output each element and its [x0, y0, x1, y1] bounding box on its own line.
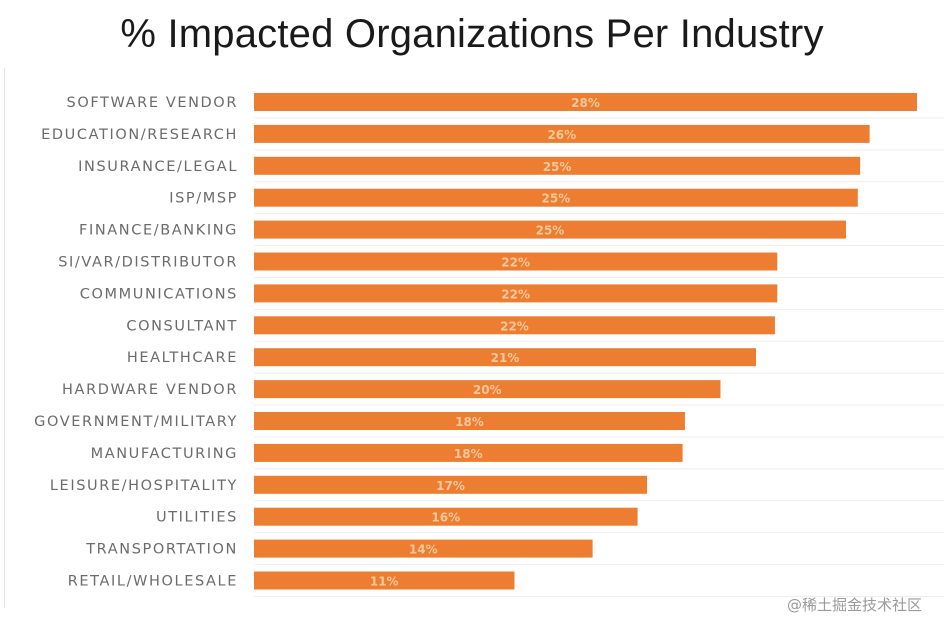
bar — [254, 188, 858, 207]
bar — [254, 348, 756, 367]
category-label: CONSULTANT — [126, 318, 238, 334]
value-label: 17% — [436, 479, 465, 493]
category-label: ISP/MSP — [169, 191, 238, 207]
value-label: 18% — [455, 415, 484, 429]
category-label: GOVERNMENT/MILITARY — [34, 414, 238, 430]
category-label: MANUFACTURING — [91, 446, 238, 462]
value-label: 16% — [431, 511, 460, 525]
value-label: 11% — [370, 575, 399, 589]
bar — [254, 571, 515, 590]
value-label: 25% — [543, 160, 572, 174]
category-label: EDUCATION/RESEARCH — [41, 127, 238, 143]
value-label: 22% — [501, 256, 530, 270]
bar — [254, 443, 683, 462]
category-label: HARDWARE VENDOR — [62, 382, 238, 398]
value-label: 21% — [491, 351, 520, 365]
category-label: SI/VAR/DISTRIBUTOR — [58, 255, 238, 271]
bar — [254, 316, 775, 335]
category-label: INSURANCE/LEGAL — [78, 159, 238, 175]
bar — [254, 412, 685, 430]
value-label: 25% — [542, 192, 571, 206]
category-label: COMMUNICATIONS — [80, 286, 238, 302]
value-label: 22% — [501, 287, 530, 301]
bar — [254, 475, 648, 494]
category-label: RETAIL/WHOLESALE — [68, 574, 238, 590]
chart-title: % Impacted Organizations Per Industry — [120, 12, 824, 56]
category-label: LEISURE/HOSPITALITY — [50, 478, 238, 494]
bar — [254, 284, 778, 303]
bar — [254, 539, 593, 558]
value-label: 18% — [454, 447, 483, 461]
category-label: TRANSPORTATION — [85, 542, 238, 558]
value-label: 28% — [571, 96, 600, 110]
value-label: 14% — [409, 543, 438, 557]
bar — [254, 93, 917, 111]
category-label: SOFTWARE VENDOR — [67, 95, 238, 111]
value-label: 26% — [547, 128, 576, 142]
bar — [254, 507, 638, 526]
category-label: UTILITIES — [156, 510, 238, 526]
watermark: @稀土掘金技术社区 — [786, 596, 922, 614]
value-label: 22% — [500, 319, 529, 333]
bar — [254, 124, 870, 143]
value-label: 25% — [536, 224, 565, 238]
value-label: 20% — [473, 383, 502, 397]
bar — [254, 252, 778, 271]
bar — [254, 220, 846, 239]
category-label: HEALTHCARE — [127, 350, 238, 366]
chart-frame-edge — [4, 68, 5, 608]
category-label: FINANCE/BANKING — [79, 223, 238, 239]
bar — [254, 380, 721, 399]
bar — [254, 156, 861, 175]
